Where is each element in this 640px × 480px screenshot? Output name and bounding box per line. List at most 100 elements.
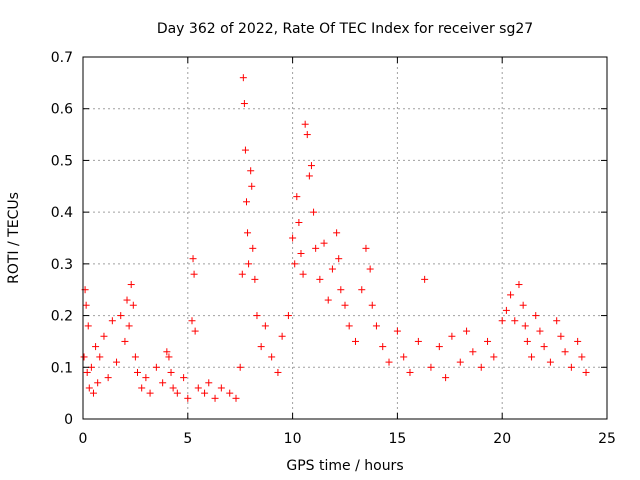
data-point — [463, 327, 471, 335]
data-point — [328, 265, 336, 273]
data-point — [574, 337, 582, 345]
tick-layer: 0 5 10 15 20 25 0 0.1 0.2 0.3 0.4 0.5 0.6 0.7 — [51, 50, 616, 447]
data-point — [180, 374, 188, 382]
y-axis-title: ROTI / TECUs — [6, 192, 22, 284]
data-point — [217, 384, 225, 392]
data-point — [536, 327, 544, 335]
data-point — [337, 286, 345, 294]
data-point — [232, 394, 240, 402]
data-point — [448, 332, 456, 340]
data-point — [167, 368, 175, 376]
data-point — [85, 384, 93, 392]
x-axis-title: GPS time / hours — [286, 458, 403, 474]
y-tick-label: 0.4 — [51, 205, 73, 221]
data-point — [94, 379, 102, 387]
y-tick-label: 0.3 — [51, 257, 73, 273]
data-point — [519, 301, 527, 309]
data-point — [159, 379, 167, 387]
data-point — [303, 131, 311, 139]
data-point — [80, 353, 88, 361]
data-point — [295, 218, 303, 226]
data-point — [293, 193, 301, 201]
data-point — [249, 244, 257, 252]
data-point — [191, 327, 199, 335]
data-point — [435, 343, 443, 351]
data-point — [123, 296, 131, 304]
y-tick-label: 0.5 — [51, 153, 73, 169]
data-point — [125, 322, 133, 330]
data-point — [521, 322, 529, 330]
data-point — [117, 312, 125, 320]
data-point — [557, 332, 565, 340]
data-point — [278, 332, 286, 340]
data-point — [173, 389, 181, 397]
data-point — [251, 275, 259, 283]
x-tick-label: 0 — [79, 431, 88, 447]
data-point — [528, 353, 536, 361]
data-point — [87, 363, 95, 371]
data-point — [163, 348, 171, 356]
y-tick-label: 0.2 — [51, 309, 73, 325]
data-point — [205, 379, 213, 387]
data-point — [82, 301, 90, 309]
data-point — [245, 260, 253, 268]
data-point — [567, 363, 575, 371]
data-point — [421, 275, 429, 283]
data-point — [372, 322, 380, 330]
data-point — [129, 301, 137, 309]
data-point — [253, 312, 261, 320]
data-point — [142, 374, 150, 382]
data-point — [333, 229, 341, 237]
data-point — [312, 244, 320, 252]
data-point — [188, 317, 196, 325]
data-point — [532, 312, 540, 320]
data-point — [138, 384, 146, 392]
data-point — [320, 239, 328, 247]
data-point — [427, 363, 435, 371]
data-point — [305, 172, 313, 180]
data-point — [379, 343, 387, 351]
data-point — [297, 250, 305, 258]
data-point — [400, 353, 408, 361]
data-point — [582, 368, 590, 376]
data-point — [189, 255, 197, 263]
data-point — [299, 270, 307, 278]
data-point — [274, 368, 282, 376]
data-point — [236, 363, 244, 371]
data-point — [324, 296, 332, 304]
data-point — [121, 337, 129, 345]
data-point — [341, 301, 349, 309]
data-point — [257, 343, 265, 351]
data-point — [490, 353, 498, 361]
data-point — [240, 100, 248, 108]
data-point — [244, 229, 252, 237]
data-point — [502, 306, 510, 314]
data-point — [146, 389, 154, 397]
data-point — [442, 374, 450, 382]
data-point — [484, 337, 492, 345]
plot-frame — [82, 56, 608, 420]
data-point — [169, 384, 177, 392]
data-point — [92, 343, 100, 351]
y-tick-label: 0.6 — [51, 102, 73, 118]
x-tick-label: 10 — [284, 431, 302, 447]
data-point — [561, 348, 569, 356]
data-point — [546, 358, 554, 366]
data-point — [96, 353, 104, 361]
data-point — [83, 368, 91, 376]
data-point — [108, 317, 116, 325]
data-point — [261, 322, 269, 330]
data-point — [289, 234, 297, 242]
x-tick-label: 25 — [598, 431, 616, 447]
data-point — [248, 182, 256, 190]
data-point — [165, 353, 173, 361]
data-point — [307, 162, 315, 170]
data-point — [414, 337, 422, 345]
x-tick-label: 15 — [388, 431, 406, 447]
chart-title: Day 362 of 2022, Rate Of TEC Index for r… — [157, 21, 533, 37]
data-point — [362, 244, 370, 252]
data-point — [104, 374, 112, 382]
data-point — [578, 353, 586, 361]
data-point — [211, 394, 219, 402]
